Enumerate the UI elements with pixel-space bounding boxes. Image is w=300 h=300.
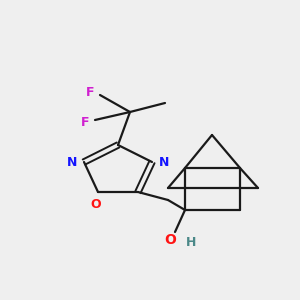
Text: H: H	[186, 236, 196, 248]
Text: O: O	[164, 233, 176, 247]
Text: F: F	[86, 86, 94, 100]
Text: F: F	[81, 116, 89, 128]
Text: N: N	[159, 155, 169, 169]
Text: N: N	[67, 155, 77, 169]
Text: O: O	[91, 199, 101, 212]
